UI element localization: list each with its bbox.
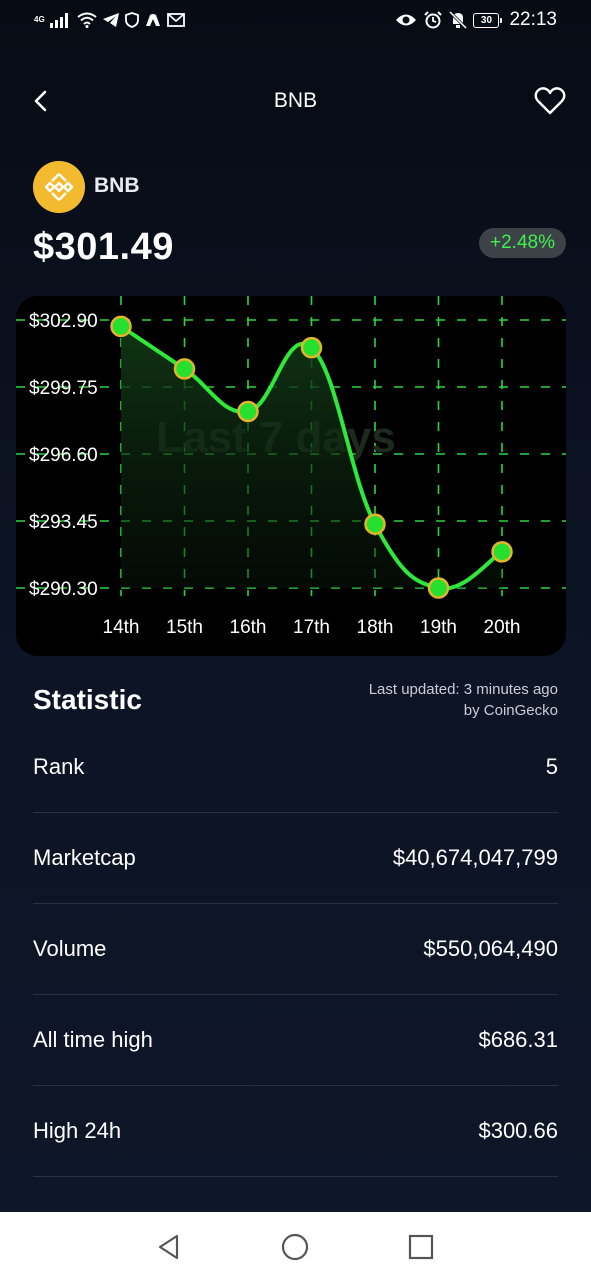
stat-row: All time high $686.31	[33, 995, 558, 1086]
signal-icon	[49, 13, 68, 28]
stat-value: $40,674,047,799	[392, 845, 558, 870]
wifi-icon	[77, 12, 97, 28]
stat-value: 5	[545, 754, 558, 779]
status-icons-left: 4G	[34, 10, 185, 30]
stat-value: $686.31	[478, 1027, 558, 1052]
statistics-meta: Last updated: 3 minutes ago by CoinGecko	[369, 679, 558, 721]
chart-markers	[110, 315, 513, 599]
app-header: BNB	[0, 78, 591, 124]
x-tick-label: 17th	[293, 617, 330, 638]
stat-label: Volume	[33, 936, 107, 961]
battery-indicator: 30	[473, 12, 503, 28]
stat-label: All time high	[33, 1027, 153, 1052]
system-navigation-bar	[0, 1212, 591, 1280]
stat-value: $300.66	[478, 1118, 558, 1143]
price-change-badge: +2.48%	[479, 228, 566, 258]
network-type: 4G	[34, 15, 45, 24]
telegram-icon	[102, 13, 119, 27]
data-point-15th[interactable]	[173, 358, 196, 380]
stat-label: Marketcap	[33, 845, 136, 870]
mail-icon	[166, 13, 185, 27]
home-circle-icon[interactable]	[277, 1229, 313, 1265]
status-time: 22:13	[509, 9, 557, 30]
status-icons-right: 30 22:13	[395, 9, 557, 31]
heart-icon[interactable]	[533, 84, 567, 118]
shield-icon	[124, 12, 139, 28]
recents-square-icon[interactable]	[403, 1229, 439, 1265]
statistics-list: Rank 5 Marketcap $40,674,047,799 Volume $550,…	[33, 722, 558, 1177]
y-tick-label: $296.60	[29, 445, 98, 466]
stat-row: Volume $550,064,490	[33, 904, 558, 995]
stat-label: High 24h	[33, 1118, 122, 1143]
x-axis-ticks: 14th 15th 16th 17th 18th 19th 20th	[103, 617, 521, 638]
alarm-icon	[424, 11, 443, 29]
stat-value: $550,064,490	[423, 936, 558, 961]
chart-area	[121, 326, 502, 589]
x-tick-label: 20th	[484, 617, 521, 638]
last-updated-text: Last updated: 3 minutes ago	[368, 681, 558, 698]
stat-row: Rank 5	[33, 722, 558, 813]
price-chart-svg: Last 7 days $302.90$299.75$296.60$293.45…	[16, 296, 566, 638]
back-triangle-icon[interactable]	[151, 1229, 187, 1265]
x-tick-label: 15th	[166, 617, 203, 638]
data-point-16th[interactable]	[237, 400, 259, 423]
coin-price: $301.49	[33, 226, 174, 268]
page-title: BNB	[273, 89, 318, 112]
y-axis-ticks: $302.90 $299.75 $296.60 $293.45 $290.30	[29, 311, 98, 600]
mute-bell-icon	[449, 10, 468, 30]
stat-row: High 24h $300.66	[33, 1086, 558, 1177]
y-tick-label: $299.75	[29, 378, 98, 399]
price-chart: Last 7 days $302.90$299.75$296.60$293.45…	[16, 296, 566, 656]
y-tick-label: $302.90	[29, 311, 98, 332]
data-point-20th[interactable]	[491, 541, 513, 563]
app-notification-icon	[145, 14, 160, 26]
data-point-18th[interactable]	[364, 513, 386, 535]
x-tick-label: 14th	[103, 617, 140, 638]
statistics-heading: Statistic	[33, 684, 142, 715]
status-bar: 4G	[0, 0, 591, 40]
bnb-logo-icon	[33, 161, 85, 213]
data-point-17th[interactable]	[300, 336, 323, 359]
data-point-19th[interactable]	[427, 577, 450, 599]
data-point-14th[interactable]	[110, 315, 132, 338]
x-tick-label: 16th	[230, 617, 267, 638]
y-tick-label: $290.30	[29, 579, 98, 600]
data-source-text: by CoinGecko	[463, 702, 558, 719]
x-tick-label: 19th	[420, 617, 457, 638]
y-tick-label: $293.45	[29, 512, 98, 533]
stat-label: Rank	[33, 754, 85, 779]
eye-icon	[396, 14, 417, 26]
x-tick-label: 18th	[357, 617, 394, 638]
stat-row: Marketcap $40,674,047,799	[33, 813, 558, 904]
back-arrow-icon[interactable]	[26, 86, 56, 116]
coin-name: BNB	[94, 174, 140, 197]
